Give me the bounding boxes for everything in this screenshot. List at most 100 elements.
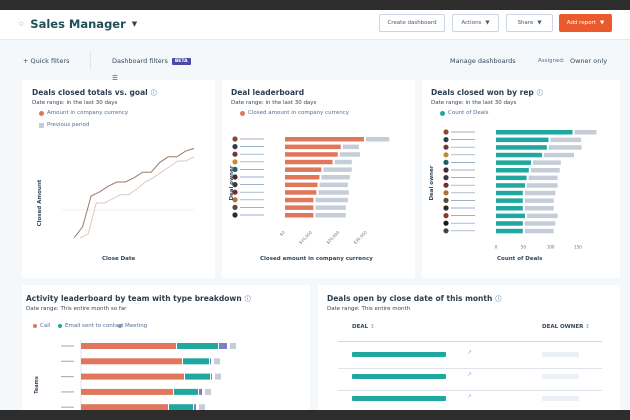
avatar [232,159,238,165]
deal-name-link[interactable] [352,352,446,357]
bar [285,144,341,150]
info-icon[interactable]: ⓘ [150,90,157,97]
previous-bar [526,183,558,188]
bar-segment [219,343,227,349]
stacked-bar-chart [61,340,236,410]
legend-item: Call [33,323,50,329]
bar [496,152,542,158]
legend-label: Previous period [47,122,90,128]
table-row[interactable]: ↗ [338,370,602,392]
sort-icon: ↕ [585,324,590,330]
column-header-deal[interactable]: DEAL ↕ [352,324,375,330]
legend-dot [39,110,44,116]
star-icon[interactable]: ☆ [18,20,25,28]
avatar [232,182,238,188]
share-button[interactable]: Share ▼ [506,14,553,32]
previous-bar [526,213,558,219]
column-label: DEAL [352,324,369,330]
create-dashboard-button[interactable]: Create dashboard [379,14,445,32]
legend-item: Email sent to contact [58,323,124,329]
date-range: Date range: This entire month [327,306,411,312]
bar-segment [185,373,210,380]
caret-icon: ▼ [537,20,542,26]
bar [496,198,523,203]
avatar [443,213,449,219]
bar-segment [81,404,168,410]
beta-badge: BETA [171,58,191,65]
card-title: Deals closed won by rep ⓘ [431,88,543,97]
dashboard-filters-button[interactable]: ☰ Dashboard filters BETA [112,57,191,82]
bar-segment [215,373,221,380]
column-label: DEAL OWNER [542,324,584,330]
x-tick-label: 0 [495,244,498,249]
table-row[interactable]: ↗ [338,348,602,370]
avatar [232,144,238,150]
bar [496,206,523,211]
card-deals-won-by-rep: Deals closed won by rep ⓘ Date range: in … [422,80,620,278]
previous-bar [550,137,582,143]
avatar [443,167,449,173]
previous-bar [334,159,352,165]
card-activity-leaderboard: Activity leaderboard by team with type b… [22,285,310,410]
column-header-deal-owner[interactable]: DEAL OWNER ↕ [542,324,590,330]
external-link-icon[interactable]: ↗ [467,371,473,378]
previous-bar [524,206,554,211]
avatar [443,205,449,211]
deal-owner-placeholder [542,396,579,401]
previous-bar [315,205,346,210]
create-dashboard-label: Create dashboard [387,20,437,26]
bar-chart: $0 $10,000 $20,000 $30,000 [232,136,390,245]
card-deals-closed-vs-goal: Deals closed totals vs. goal ⓘ Date range… [22,80,215,278]
previous-bar [524,221,556,226]
window-bottom-bar [0,410,630,420]
header: ☆ Sales Manager ▼ Create dashboard Actio… [0,10,630,40]
bar-segment [199,388,202,395]
x-axis-label: Count of Deals [497,256,543,262]
x-tick-label: $0 [279,229,286,236]
dashboard-selector[interactable]: ☆ Sales Manager ▼ [18,17,137,31]
legend-label: Meeting [125,323,148,329]
legend-dot [58,324,62,328]
add-report-button[interactable]: Add report ▼ [559,14,612,32]
bar [496,137,549,143]
avatar [443,129,449,135]
external-link-icon[interactable]: ↗ [467,393,473,400]
manage-dashboards-link[interactable]: Manage dashboards [450,57,516,65]
bar [496,160,531,165]
bar [285,197,314,203]
previous-bar [323,167,352,172]
previous-bar [315,197,348,203]
card-deals-open-table: Deals open by close date of this month ⓘ … [318,285,620,413]
deal-name-link[interactable] [352,374,446,379]
info-icon[interactable]: ⓘ [244,296,251,303]
deal-owner-placeholder [542,352,579,357]
assigned-value[interactable]: Owner only [570,57,608,65]
card-title-text: Deals closed totals vs. goal [32,88,148,97]
quick-filters-button[interactable]: + Quick filters [23,57,70,65]
legend-item: Count of Deals [440,110,489,116]
caret-icon: ▼ [485,20,490,26]
row-divider [338,368,602,369]
filter-bar: + Quick filters ☰ Dashboard filters BETA … [0,40,630,82]
y-axis-label: Closed Amount [37,179,43,227]
legend-dot [33,324,37,328]
card-title: Deal leaderboard [231,88,305,97]
bar [285,167,322,172]
bar-segment [199,404,205,410]
bar-segment [177,343,218,349]
bar-segment [169,404,193,410]
avatar [443,197,449,203]
actions-button[interactable]: Actions ▼ [452,14,499,32]
deal-name-link[interactable] [352,396,446,401]
sliders-icon: ☰ [112,74,118,82]
series-line [73,147,195,239]
external-link-icon[interactable]: ↗ [467,349,473,356]
info-icon[interactable]: ⓘ [536,90,543,97]
bar-segment [214,358,220,365]
info-icon[interactable]: ⓘ [495,296,502,303]
legend-label: Count of Deals [448,110,489,116]
avatar [443,228,449,234]
bar [496,213,525,219]
bar-chart: 0 50 100 150 [443,129,597,249]
add-report-label: Add report [566,20,596,26]
